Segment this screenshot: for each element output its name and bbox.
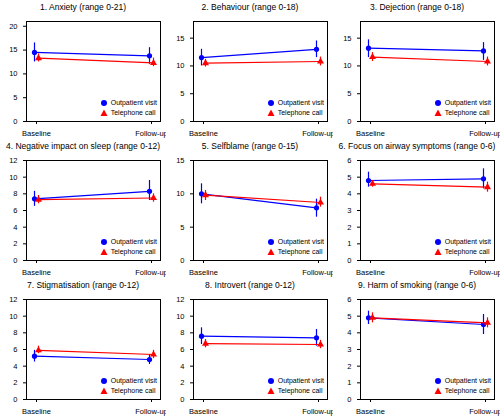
html-text:3. Dejection (range 0-18): 3. Dejection (range 0-18) [370, 2, 464, 12]
svg-text:Follow-up: Follow-up [135, 129, 166, 138]
svg-text:8: 8 [13, 328, 17, 337]
svg-text:6: 6 [13, 345, 17, 354]
svg-text:Follow-up: Follow-up [135, 268, 166, 277]
svg-text:Follow-up: Follow-up [469, 407, 500, 416]
svg-text:4: 4 [347, 189, 351, 198]
html-text:Telephone call: Telephone call [444, 109, 490, 116]
svg-text:10: 10 [9, 173, 17, 182]
html-text:Telephone call: Telephone call [110, 387, 156, 394]
svg-text:0: 0 [13, 117, 17, 126]
html-text:Outpatient visit: Outpatient visit [444, 377, 491, 384]
svg-text:Baseline: Baseline [22, 407, 51, 416]
html-text:4. Negative impact on sleep (r: 4. Negative impact on sleep (range 0-12) [6, 141, 160, 151]
svg-text:15: 15 [176, 34, 184, 43]
html-text:Telephone call: Telephone call [277, 248, 323, 255]
svg-text:0: 0 [347, 395, 351, 404]
svg-text:0: 0 [13, 395, 17, 404]
svg-text:5: 5 [180, 89, 184, 98]
html-text:Telephone call: Telephone call [444, 387, 490, 394]
svg-text:0: 0 [347, 256, 351, 265]
svg-text:12: 12 [9, 156, 17, 165]
svg-text:10: 10 [9, 69, 17, 78]
svg-text:4: 4 [180, 362, 184, 371]
svg-text:10: 10 [176, 61, 184, 70]
svg-text:0: 0 [13, 256, 17, 265]
svg-text:2: 2 [13, 378, 17, 387]
svg-text:0: 0 [180, 395, 184, 404]
svg-text:5: 5 [347, 173, 351, 182]
svg-text:2: 2 [180, 378, 184, 387]
svg-text:5: 5 [13, 93, 17, 102]
html-text:Telephone call: Telephone call [110, 109, 156, 116]
svg-text:Baseline: Baseline [22, 268, 51, 277]
svg-text:2: 2 [347, 223, 351, 232]
html-text:Outpatient visit: Outpatient visit [277, 238, 324, 245]
svg-text:Baseline: Baseline [189, 129, 218, 138]
svg-text:20: 20 [9, 22, 17, 31]
svg-text:15: 15 [9, 45, 17, 54]
svg-text:8: 8 [180, 328, 184, 337]
html-text:Outpatient visit: Outpatient visit [277, 377, 324, 384]
svg-text:4: 4 [347, 328, 351, 337]
html-text:Outpatient visit: Outpatient visit [444, 238, 491, 245]
svg-text:15: 15 [343, 34, 351, 43]
html-text:Outpatient visit: Outpatient visit [444, 99, 491, 106]
svg-text:5: 5 [180, 223, 184, 232]
svg-text:1: 1 [347, 239, 351, 248]
html-text:7. Stigmatisation (range 0-12): 7. Stigmatisation (range 0-12) [27, 280, 139, 290]
svg-text:Baseline: Baseline [356, 407, 385, 416]
html-text:Telephone call: Telephone call [444, 248, 490, 255]
svg-text:Follow-up: Follow-up [469, 268, 500, 277]
svg-text:3: 3 [347, 345, 351, 354]
svg-text:2: 2 [347, 362, 351, 371]
svg-text:Follow-up: Follow-up [135, 407, 166, 416]
svg-text:10: 10 [176, 189, 184, 198]
html-text:9. Harm of smoking (range 0-6): 9. Harm of smoking (range 0-6) [357, 280, 476, 290]
svg-text:5: 5 [347, 89, 351, 98]
html-text:5. Selfblame (range 0-15): 5. Selfblame (range 0-15) [201, 141, 299, 151]
svg-text:6: 6 [347, 156, 351, 165]
svg-text:4: 4 [13, 223, 17, 232]
html-text:1. Anxiety (range 0-21): 1. Anxiety (range 0-21) [40, 2, 126, 12]
svg-text:0: 0 [180, 256, 184, 265]
html-text:6. Focus on airway symptoms (r: 6. Focus on airway symptoms (range 0-6) [338, 141, 496, 151]
svg-text:3: 3 [347, 206, 351, 215]
html-text:Outpatient visit: Outpatient visit [110, 238, 157, 245]
svg-text:15: 15 [176, 156, 184, 165]
svg-text:12: 12 [176, 295, 184, 304]
svg-text:10: 10 [9, 312, 17, 321]
html-text:Outpatient visit: Outpatient visit [110, 377, 157, 384]
svg-text:1: 1 [347, 378, 351, 387]
svg-text:0: 0 [180, 117, 184, 126]
html-text:Telephone call: Telephone call [110, 248, 156, 255]
svg-text:Follow-up: Follow-up [469, 129, 500, 138]
html-text:2. Behaviour (range 0-18): 2. Behaviour (range 0-18) [201, 2, 299, 12]
svg-text:10: 10 [343, 61, 351, 70]
html-text:8. Introvert (range 0-12): 8. Introvert (range 0-12) [205, 280, 295, 290]
svg-text:6: 6 [347, 295, 351, 304]
svg-text:Follow-up: Follow-up [302, 268, 333, 277]
svg-text:6: 6 [13, 206, 17, 215]
svg-text:Baseline: Baseline [356, 268, 385, 277]
svg-text:Follow-up: Follow-up [302, 407, 333, 416]
svg-text:Baseline: Baseline [189, 407, 218, 416]
html-text:Telephone call: Telephone call [277, 109, 323, 116]
svg-text:Baseline: Baseline [189, 268, 218, 277]
svg-text:12: 12 [9, 295, 17, 304]
svg-text:4: 4 [13, 362, 17, 371]
svg-text:Baseline: Baseline [22, 129, 51, 138]
svg-text:8: 8 [13, 189, 17, 198]
html-text:Outpatient visit: Outpatient visit [110, 99, 157, 106]
svg-text:6: 6 [180, 345, 184, 354]
html-text:Outpatient visit: Outpatient visit [277, 99, 324, 106]
svg-text:2: 2 [13, 239, 17, 248]
svg-text:Baseline: Baseline [356, 129, 385, 138]
svg-text:0: 0 [347, 117, 351, 126]
svg-text:5: 5 [347, 312, 351, 321]
html-text:Telephone call: Telephone call [277, 387, 323, 394]
svg-text:10: 10 [176, 312, 184, 321]
svg-text:Follow-up: Follow-up [302, 129, 333, 138]
